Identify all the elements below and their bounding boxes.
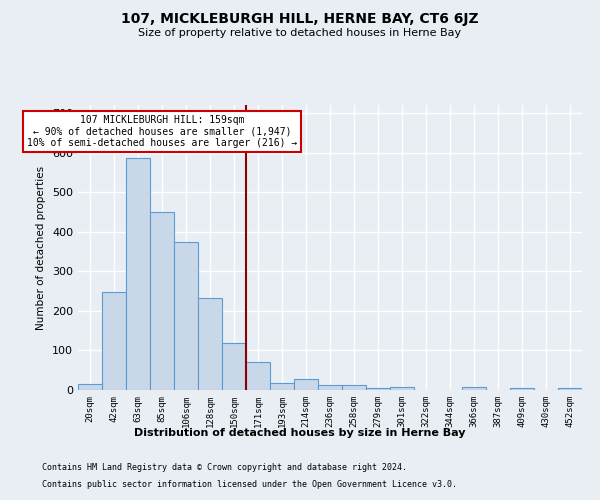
Bar <box>78 384 102 390</box>
Bar <box>462 387 486 390</box>
Text: 107 MICKLEBURGH HILL: 159sqm
← 90% of detached houses are smaller (1,947)
10% of: 107 MICKLEBURGH HILL: 159sqm ← 90% of de… <box>27 115 297 148</box>
Bar <box>318 385 342 390</box>
Bar <box>366 388 390 390</box>
Text: Size of property relative to detached houses in Herne Bay: Size of property relative to detached ho… <box>139 28 461 38</box>
Bar <box>126 158 150 390</box>
Bar <box>102 292 126 390</box>
Text: Contains public sector information licensed under the Open Government Licence v3: Contains public sector information licen… <box>42 480 457 489</box>
Bar <box>390 387 414 390</box>
Bar <box>150 212 174 390</box>
Bar <box>270 383 294 390</box>
Bar <box>342 385 366 390</box>
Bar <box>222 342 246 390</box>
Bar <box>174 242 198 390</box>
Text: Contains HM Land Registry data © Crown copyright and database right 2024.: Contains HM Land Registry data © Crown c… <box>42 464 407 472</box>
Bar <box>294 379 318 390</box>
Text: Distribution of detached houses by size in Herne Bay: Distribution of detached houses by size … <box>134 428 466 438</box>
Text: 107, MICKLEBURGH HILL, HERNE BAY, CT6 6JZ: 107, MICKLEBURGH HILL, HERNE BAY, CT6 6J… <box>121 12 479 26</box>
Bar <box>558 388 582 390</box>
Y-axis label: Number of detached properties: Number of detached properties <box>37 166 46 330</box>
Bar <box>246 362 270 390</box>
Bar <box>198 298 222 390</box>
Bar <box>510 388 534 390</box>
